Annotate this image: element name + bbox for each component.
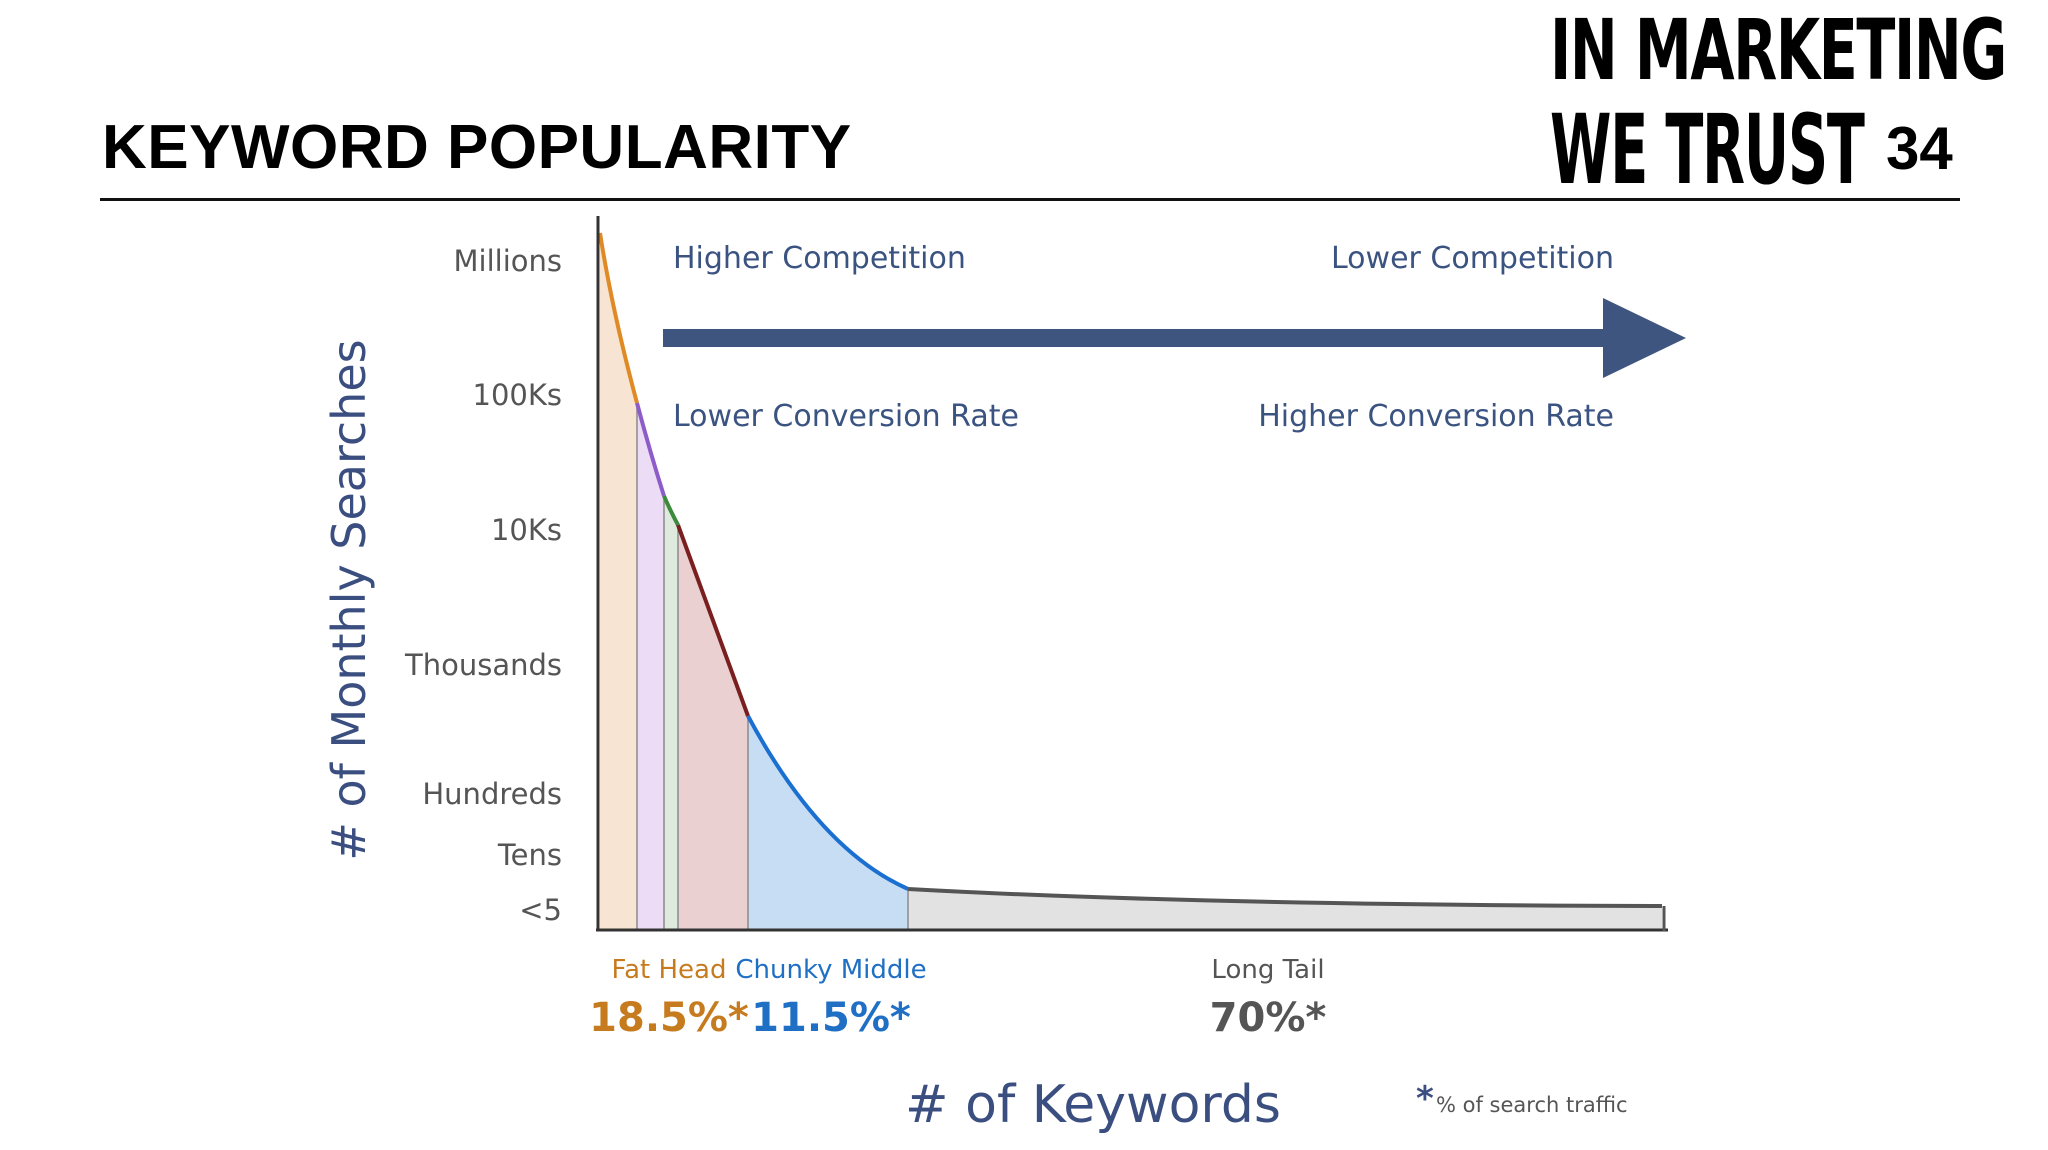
long-tail-label: Long Tail (1211, 955, 1324, 985)
y-tick-label: Thousands (404, 648, 562, 682)
footnote-asterisk: * (1416, 1079, 1434, 1119)
fat-head-green-area (664, 496, 678, 929)
title-divider (100, 198, 1960, 201)
higher-conversion-label: Higher Conversion Rate (1258, 399, 1614, 434)
higher-competition-label: Higher Competition (673, 241, 966, 276)
y-tick-label: Tens (497, 838, 562, 872)
lower-competition-label: Lower Competition (1331, 241, 1614, 276)
lower-conversion-label: Lower Conversion Rate (673, 399, 1019, 434)
brand-logo: IN MARKETING WE TRUST (1550, 4, 2007, 204)
curve-chunky-middle (746, 715, 909, 891)
slide-title: KEYWORD POPULARITY (102, 113, 852, 182)
y-tick-label: 100Ks (473, 378, 562, 412)
y-tick-label: Millions (454, 244, 562, 278)
curve-fat-head (598, 232, 639, 404)
y-axis-title: # of Monthly Searches (322, 339, 376, 860)
fat-head-value: 18.5%* (589, 995, 749, 1041)
competition-arrow-shaft (663, 329, 1603, 347)
curve-purple (635, 402, 666, 497)
y-tick-label: <5 (519, 893, 562, 927)
fat-head-brown-area (678, 525, 748, 929)
curve-green (662, 495, 680, 526)
page-number: 34 (1886, 115, 1953, 182)
y-tick-label: 10Ks (491, 513, 562, 547)
footnote-text: % of search traffic (1436, 1093, 1628, 1117)
curve-brown (676, 524, 750, 717)
curve-long-tail (907, 887, 1663, 908)
segment-dividers (636, 403, 909, 929)
chunky-middle-label: Chunky Middle (735, 955, 926, 985)
chunky-middle-area (748, 716, 908, 929)
x-axis-title: # of Keywords (905, 1075, 1281, 1135)
fat-head-label: Fat Head (612, 955, 727, 985)
fat-head-purple-area (637, 403, 664, 929)
fat-head-area (600, 233, 637, 929)
long-tail-value: 70%* (1210, 995, 1327, 1041)
chunky-middle-value: 11.5%* (751, 995, 911, 1041)
y-tick-label: Hundreds (422, 777, 562, 811)
competition-arrow-head (1603, 298, 1686, 378)
